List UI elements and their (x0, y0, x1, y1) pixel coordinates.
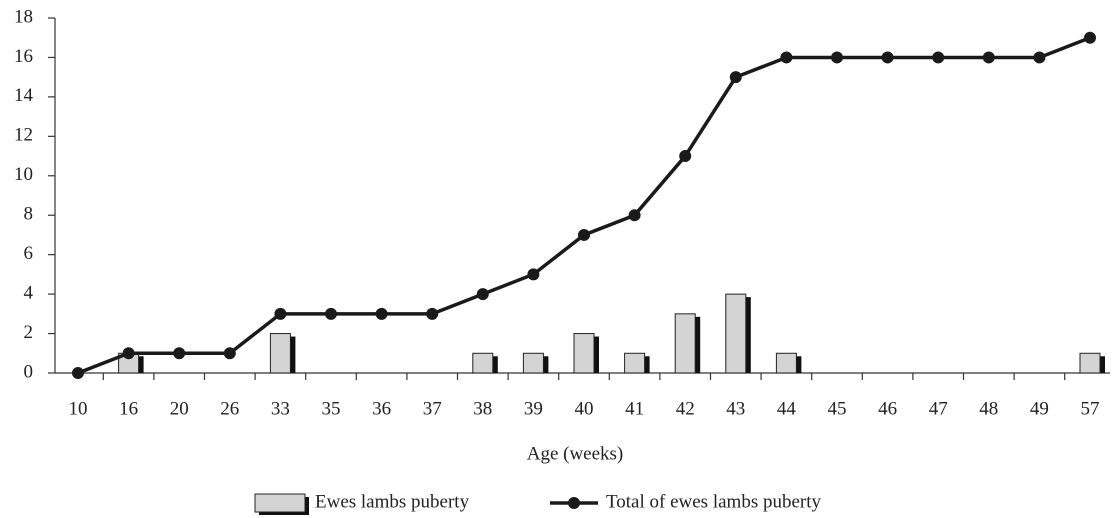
line-marker (72, 367, 84, 379)
line-marker (476, 288, 489, 301)
x-tick-label: 48 (979, 398, 998, 419)
x-tick-label: 40 (575, 398, 594, 419)
x-tick-label: 36 (372, 398, 391, 419)
x-axis-label: Age (weeks) (527, 443, 624, 464)
line-marker (831, 51, 843, 64)
legend-swatch (568, 497, 580, 509)
line-marker (982, 51, 995, 64)
x-tick-label: 26 (220, 398, 239, 419)
line (77, 36, 1091, 375)
line-marker (679, 150, 692, 163)
bar (725, 293, 747, 374)
legend-label: Ewes lambs puberty (315, 491, 470, 512)
x-tick-label: 10 (69, 398, 88, 419)
x-tick-label: 37 (423, 398, 442, 419)
line-marker (274, 307, 287, 320)
y-tick-label: 10 (14, 164, 33, 185)
y-tick-label: 6 (24, 243, 34, 264)
y-tick-label: 18 (14, 6, 33, 27)
y-tick-label: 14 (14, 85, 34, 106)
bar (775, 352, 797, 374)
bar (624, 352, 646, 374)
x-tick-label: 35 (322, 398, 341, 419)
x-tick-label: 33 (271, 398, 290, 419)
line-marker (578, 228, 590, 241)
line-marker (729, 71, 742, 84)
line-marker (1033, 51, 1046, 64)
y-tick-label: 2 (24, 322, 34, 343)
legend-swatch (254, 493, 306, 513)
y-tick-label: 0 (24, 361, 34, 382)
y-tick-label: 12 (14, 125, 33, 146)
y-tick-label: 4 (24, 282, 34, 303)
line-marker (375, 307, 388, 320)
y-tick-label: 16 (14, 46, 33, 67)
line-marker (881, 51, 894, 64)
x-tick-label: 39 (524, 398, 543, 419)
bar (522, 352, 544, 374)
line-marker (223, 347, 236, 360)
x-tick-label: 16 (119, 398, 138, 419)
line-marker (426, 307, 439, 320)
legend-label: Total of ewes lambs puberty (606, 491, 822, 512)
line-marker (780, 51, 793, 64)
bar (269, 333, 291, 374)
x-tick-label: 43 (726, 398, 745, 419)
line-marker (932, 51, 945, 64)
x-tick-label: 20 (170, 398, 189, 419)
x-tick-label: 49 (1030, 398, 1049, 419)
bar (472, 352, 494, 374)
line-marker (1084, 31, 1096, 44)
x-tick-label: 41 (625, 398, 644, 419)
x-tick-label: 45 (828, 398, 847, 419)
line-marker (122, 347, 135, 360)
bar (674, 313, 696, 374)
bar (1079, 352, 1101, 374)
x-tick-label: 57 (1081, 398, 1100, 419)
x-tick-label: 42 (676, 398, 695, 419)
x-tick-label: 44 (777, 398, 797, 419)
line-marker (628, 209, 641, 222)
line-marker (325, 307, 337, 320)
x-tick-label: 47 (929, 398, 948, 419)
line-marker (173, 347, 186, 360)
line-marker (527, 268, 540, 281)
x-tick-label: 46 (878, 398, 897, 419)
x-tick-label: 38 (473, 398, 492, 419)
y-tick-label: 8 (24, 204, 34, 225)
bar (573, 333, 595, 374)
